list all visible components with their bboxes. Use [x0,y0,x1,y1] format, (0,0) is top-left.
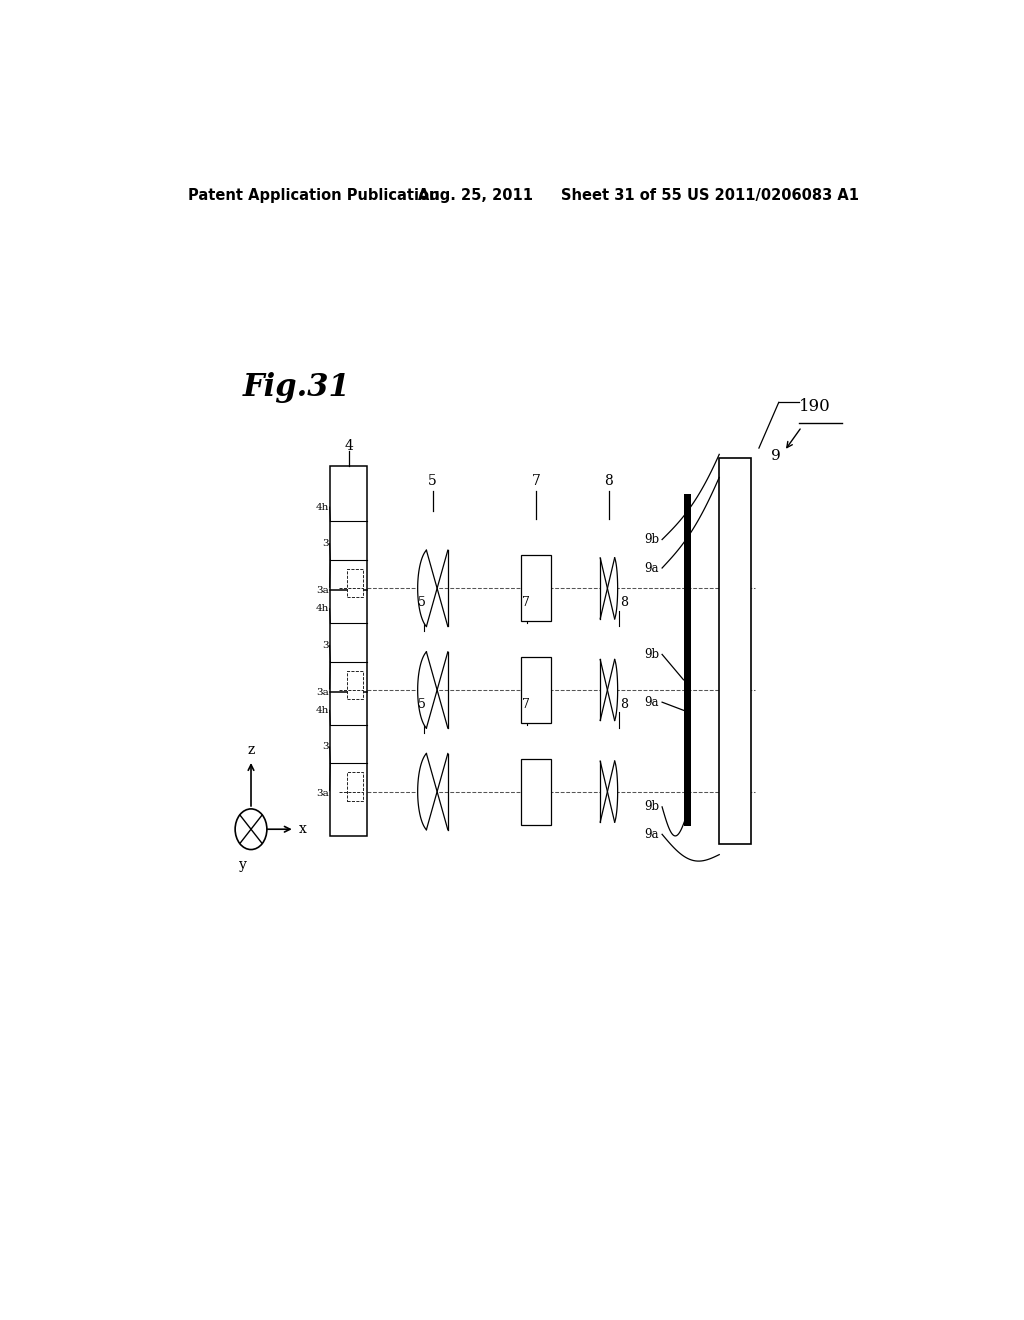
Text: 7: 7 [521,597,529,609]
Text: 3a: 3a [316,789,329,799]
Text: Sheet 31 of 55: Sheet 31 of 55 [560,187,681,203]
Text: 3a: 3a [316,586,329,595]
Text: 3: 3 [323,640,329,649]
Text: 7: 7 [521,698,529,710]
Text: 9b: 9b [644,648,659,661]
Polygon shape [418,754,447,830]
Text: 9b: 9b [644,800,659,813]
Text: 5: 5 [419,597,426,609]
Bar [719,458,751,845]
Polygon shape [600,762,617,822]
Bar [521,759,551,825]
Bar [521,556,551,622]
Text: 9a: 9a [644,696,658,709]
Text: 190: 190 [799,397,830,414]
Polygon shape [418,652,447,729]
Text: x: x [299,822,306,837]
Circle shape [236,809,267,850]
Text: Patent Application Publication: Patent Application Publication [187,187,439,203]
Text: z: z [248,743,255,756]
Text: 7: 7 [531,474,541,487]
Text: 4: 4 [344,440,353,453]
Text: y: y [240,858,247,871]
Bar [684,494,690,826]
Bar [331,466,367,837]
Bar [347,772,364,801]
Text: 8: 8 [620,698,628,710]
Text: 3: 3 [323,539,329,548]
Polygon shape [418,550,447,627]
Text: 9a: 9a [644,561,658,574]
Text: 4h: 4h [315,503,329,512]
Text: 5: 5 [428,474,437,487]
Text: 9a: 9a [644,828,658,841]
Text: Fig.31: Fig.31 [243,372,351,403]
Text: 4h: 4h [315,706,329,715]
Bar [521,657,551,723]
Polygon shape [600,660,617,721]
Text: US 2011/0206083 A1: US 2011/0206083 A1 [687,187,859,203]
Text: 9b: 9b [644,533,659,546]
Text: 8: 8 [604,474,613,487]
Text: Aug. 25, 2011: Aug. 25, 2011 [418,187,532,203]
Text: 8: 8 [620,597,628,609]
Polygon shape [600,558,617,619]
Text: 3a: 3a [316,688,329,697]
Bar [347,671,364,700]
Text: 5: 5 [419,698,426,710]
Text: 4h: 4h [315,605,329,614]
Text: 9: 9 [771,449,780,463]
Text: 3: 3 [323,742,329,751]
Bar [347,569,364,598]
